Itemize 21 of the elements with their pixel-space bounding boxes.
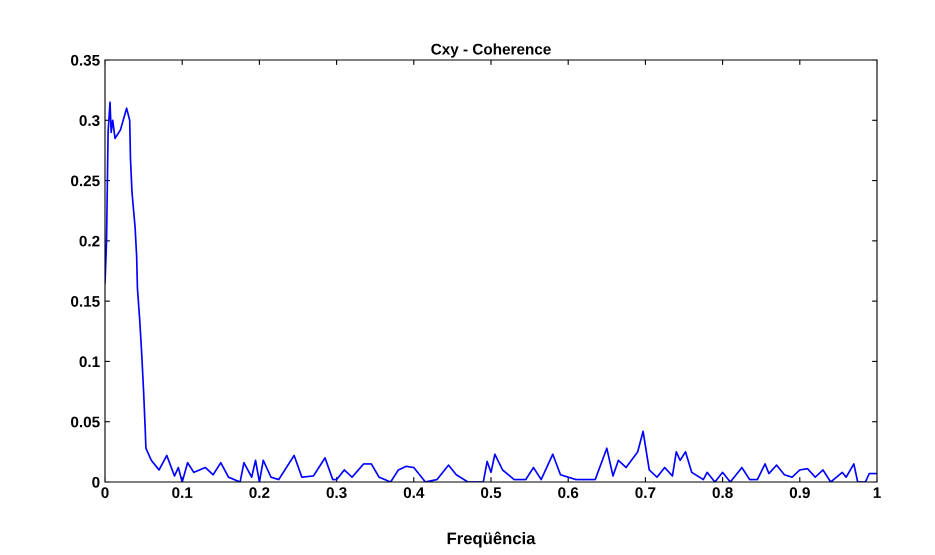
x-tick-label: 0.6 — [558, 487, 578, 498]
y-tick-label: 0.25 — [71, 175, 100, 186]
x-tick-label: 0.8 — [712, 487, 733, 498]
x-tick-label: 0.4 — [404, 487, 424, 498]
x-tick-label: 1 — [874, 487, 881, 498]
x-tick-label: 0.9 — [790, 487, 810, 498]
x-tick-label: 0.2 — [249, 487, 270, 498]
x-tick-label: 0.1 — [172, 487, 192, 498]
x-tick-label: 0.5 — [480, 487, 502, 498]
x-tick-label: 0.3 — [326, 487, 347, 498]
y-tick-label: 0.2 — [80, 236, 100, 247]
x-tick-label: 0 — [101, 487, 109, 498]
y-tick-label: 0 — [92, 476, 100, 488]
chart-title: Cxy - Coherence — [431, 43, 551, 58]
y-tick-label: 0.1 — [80, 356, 100, 368]
y-tick-label: 0.15 — [71, 296, 100, 307]
x-tick-label: 0.7 — [635, 487, 656, 498]
x-axis-title: Freqüência — [448, 532, 536, 548]
y-tick-label: 0.35 — [71, 54, 100, 66]
y-tick-label: 0.3 — [80, 115, 100, 126]
y-tick-label: 0.05 — [71, 416, 100, 428]
